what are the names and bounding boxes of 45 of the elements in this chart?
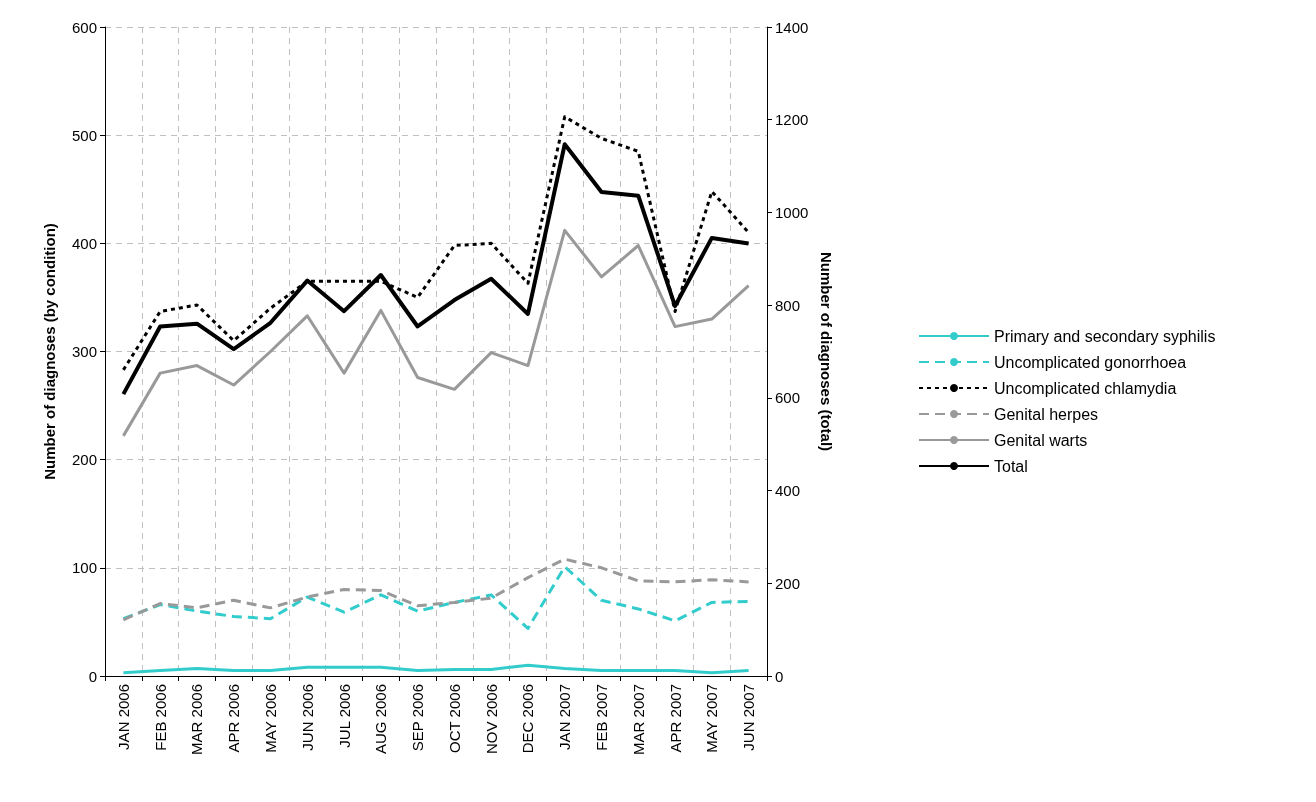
legend-label: Uncomplicated chlamydia bbox=[994, 379, 1177, 397]
x-tick-label: DEC 2006 bbox=[519, 684, 537, 754]
x-tick-label: APR 2006 bbox=[225, 684, 243, 753]
y-tick-label: 300 bbox=[71, 343, 97, 360]
y2-tick-label: 200 bbox=[775, 574, 801, 592]
y2-tick-label: 400 bbox=[775, 482, 801, 500]
y-axis-title: Number of diagnoses (by condition) bbox=[41, 223, 58, 480]
legend-label: Genital warts bbox=[994, 431, 1088, 449]
y-tick-label: 200 bbox=[71, 451, 97, 469]
x-tick-label: NOV 2006 bbox=[482, 684, 500, 755]
legend-label: Primary and secondary syphilis bbox=[994, 327, 1216, 345]
x-tick-label: FEB 2007 bbox=[593, 684, 610, 751]
y2-tick-label: 1200 bbox=[775, 111, 809, 129]
x-tick-label: MAR 2006 bbox=[188, 684, 206, 755]
legend-label: Uncomplicated gonorrhoea bbox=[994, 353, 1187, 371]
y2-tick-label: 1000 bbox=[775, 203, 809, 221]
x-tick-label: JAN 2007 bbox=[556, 684, 574, 750]
y2-tick-label: 0 bbox=[775, 667, 784, 685]
x-tick-label: MAY 2006 bbox=[262, 684, 279, 753]
x-tick-label: MAR 2007 bbox=[629, 684, 647, 755]
x-tick-label: MAY 2007 bbox=[703, 684, 721, 753]
x-tick-label: APR 2007 bbox=[666, 684, 684, 753]
x-tick-label: JUL 2006 bbox=[335, 684, 353, 748]
x-tick-label: JAN 2006 bbox=[114, 684, 132, 750]
y-tick-label: 500 bbox=[71, 126, 97, 144]
y-tick-label: 100 bbox=[71, 559, 97, 577]
y-tick-label: 600 bbox=[71, 18, 97, 36]
y-tick-label: 400 bbox=[71, 234, 97, 252]
legend-label: Total bbox=[994, 457, 1028, 475]
line-series bbox=[121, 663, 751, 675]
x-tick-label: AUG 2006 bbox=[372, 684, 390, 755]
y-tick-label: 0 bbox=[88, 667, 97, 685]
x-tick-label: FEB 2006 bbox=[151, 684, 169, 751]
x-tick-label: OCT 2006 bbox=[445, 684, 463, 753]
y2-tick-label: 800 bbox=[775, 296, 801, 314]
line-series bbox=[121, 557, 751, 622]
line-series bbox=[121, 565, 751, 630]
x-tick-label: JUN 2006 bbox=[298, 684, 316, 751]
y2-tick-label: 600 bbox=[775, 389, 801, 407]
y2-tick-label: 1400 bbox=[775, 18, 809, 36]
y2-axis-title: Number of diagnoses (total) bbox=[818, 251, 836, 452]
legend-label: Genital herpes bbox=[994, 405, 1099, 423]
x-tick-label: SEP 2006 bbox=[409, 684, 427, 752]
line-series bbox=[121, 228, 751, 438]
x-tick-label: JUN 2007 bbox=[740, 684, 758, 751]
